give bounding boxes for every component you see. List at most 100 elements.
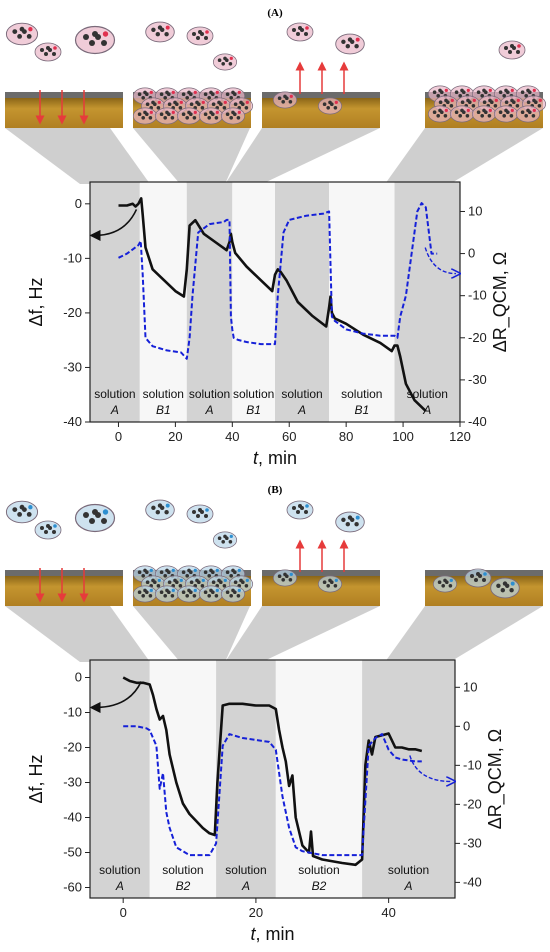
molecule-icon	[220, 585, 246, 603]
atom	[143, 588, 147, 593]
atom	[137, 590, 142, 594]
atom-accent	[165, 503, 170, 508]
atom	[195, 100, 199, 105]
atom	[498, 110, 503, 114]
y-tick-label: -30	[63, 359, 82, 374]
atom	[173, 578, 177, 583]
y2-tick-label: -20	[463, 796, 482, 811]
atom	[443, 578, 447, 583]
atom-accent	[53, 524, 57, 528]
molecule-icon	[198, 107, 224, 125]
atom-accent	[215, 110, 219, 115]
atom	[476, 90, 481, 94]
atom	[223, 534, 227, 539]
atom-accent	[450, 98, 454, 103]
atom	[46, 524, 50, 528]
atom	[163, 96, 167, 100]
electrode-layer	[262, 92, 380, 98]
atom-accent	[229, 534, 233, 539]
x-axis-title-unit: , min	[256, 924, 295, 944]
molecule-halo	[154, 585, 180, 603]
atom	[283, 94, 287, 99]
phase-band	[90, 660, 150, 898]
atom	[228, 62, 233, 66]
atom	[187, 588, 191, 593]
molecule-halo	[132, 107, 158, 125]
atom-accent	[289, 572, 293, 577]
phase-id: B1	[246, 403, 261, 417]
atom	[207, 594, 211, 598]
molecule-halo	[220, 107, 246, 125]
atom-accent	[215, 568, 219, 573]
atom	[185, 574, 189, 578]
atom	[509, 588, 514, 593]
y-tick-label: -20	[63, 740, 82, 755]
atom	[322, 102, 327, 106]
atom	[181, 92, 186, 96]
atom	[164, 510, 169, 515]
molecule-icon	[220, 107, 246, 125]
atom	[156, 584, 161, 588]
atom-accent	[483, 572, 487, 576]
atom-accent	[334, 100, 338, 105]
atom	[217, 100, 221, 105]
atom	[502, 94, 506, 98]
atom-accent	[223, 578, 227, 583]
atom	[17, 34, 22, 39]
atom	[46, 46, 50, 50]
atom	[283, 572, 287, 577]
atom	[221, 540, 225, 544]
atom	[217, 578, 221, 583]
atom	[211, 580, 216, 584]
atom	[482, 108, 486, 113]
y2-tick-label: -10	[468, 288, 487, 303]
atom	[155, 510, 160, 515]
molecule-icon	[212, 531, 238, 549]
x-axis-title-symbol: t	[253, 448, 259, 468]
molecule-halo	[145, 21, 175, 43]
atom	[432, 110, 437, 114]
molecule-halo	[471, 105, 497, 123]
y2-tick-label: 0	[468, 246, 475, 261]
atom-accent	[488, 88, 492, 93]
atom	[298, 504, 302, 508]
atom	[233, 580, 238, 584]
phase-id: A	[205, 403, 214, 417]
y2-tick-label: -40	[468, 414, 487, 429]
atom	[244, 106, 249, 110]
atom	[141, 96, 145, 100]
atom-accent	[494, 98, 498, 103]
electrode-layer	[262, 570, 380, 576]
atom	[228, 540, 233, 544]
crystal-surface	[5, 576, 123, 606]
molecule-icon	[145, 499, 175, 521]
y-axis-title-left: Δf, Hz	[26, 277, 46, 326]
atom	[322, 580, 327, 584]
atom	[19, 504, 25, 510]
atom-accent	[449, 578, 453, 583]
atom	[347, 37, 353, 42]
atom	[211, 102, 216, 106]
phase-id: A	[422, 403, 431, 417]
x-tick-label: 40	[225, 429, 239, 444]
molecule-halo	[132, 585, 158, 603]
phase-label: solution	[189, 387, 230, 401]
molecule-icon	[335, 511, 365, 533]
atom	[502, 114, 506, 118]
atom	[476, 572, 480, 576]
atom	[292, 28, 296, 32]
atom	[196, 36, 200, 40]
atom-accent	[193, 110, 197, 115]
x-tick-label: 0	[120, 905, 127, 920]
x-axis-title: t, min	[253, 448, 297, 468]
atom-accent	[444, 88, 448, 93]
x-axis-title-symbol: t	[250, 924, 256, 944]
y2-tick-label: -10	[463, 757, 482, 772]
atom	[438, 88, 442, 93]
atom	[141, 594, 145, 598]
atom	[101, 40, 107, 46]
atom	[26, 512, 32, 517]
atom	[229, 594, 233, 598]
atom	[296, 32, 300, 36]
